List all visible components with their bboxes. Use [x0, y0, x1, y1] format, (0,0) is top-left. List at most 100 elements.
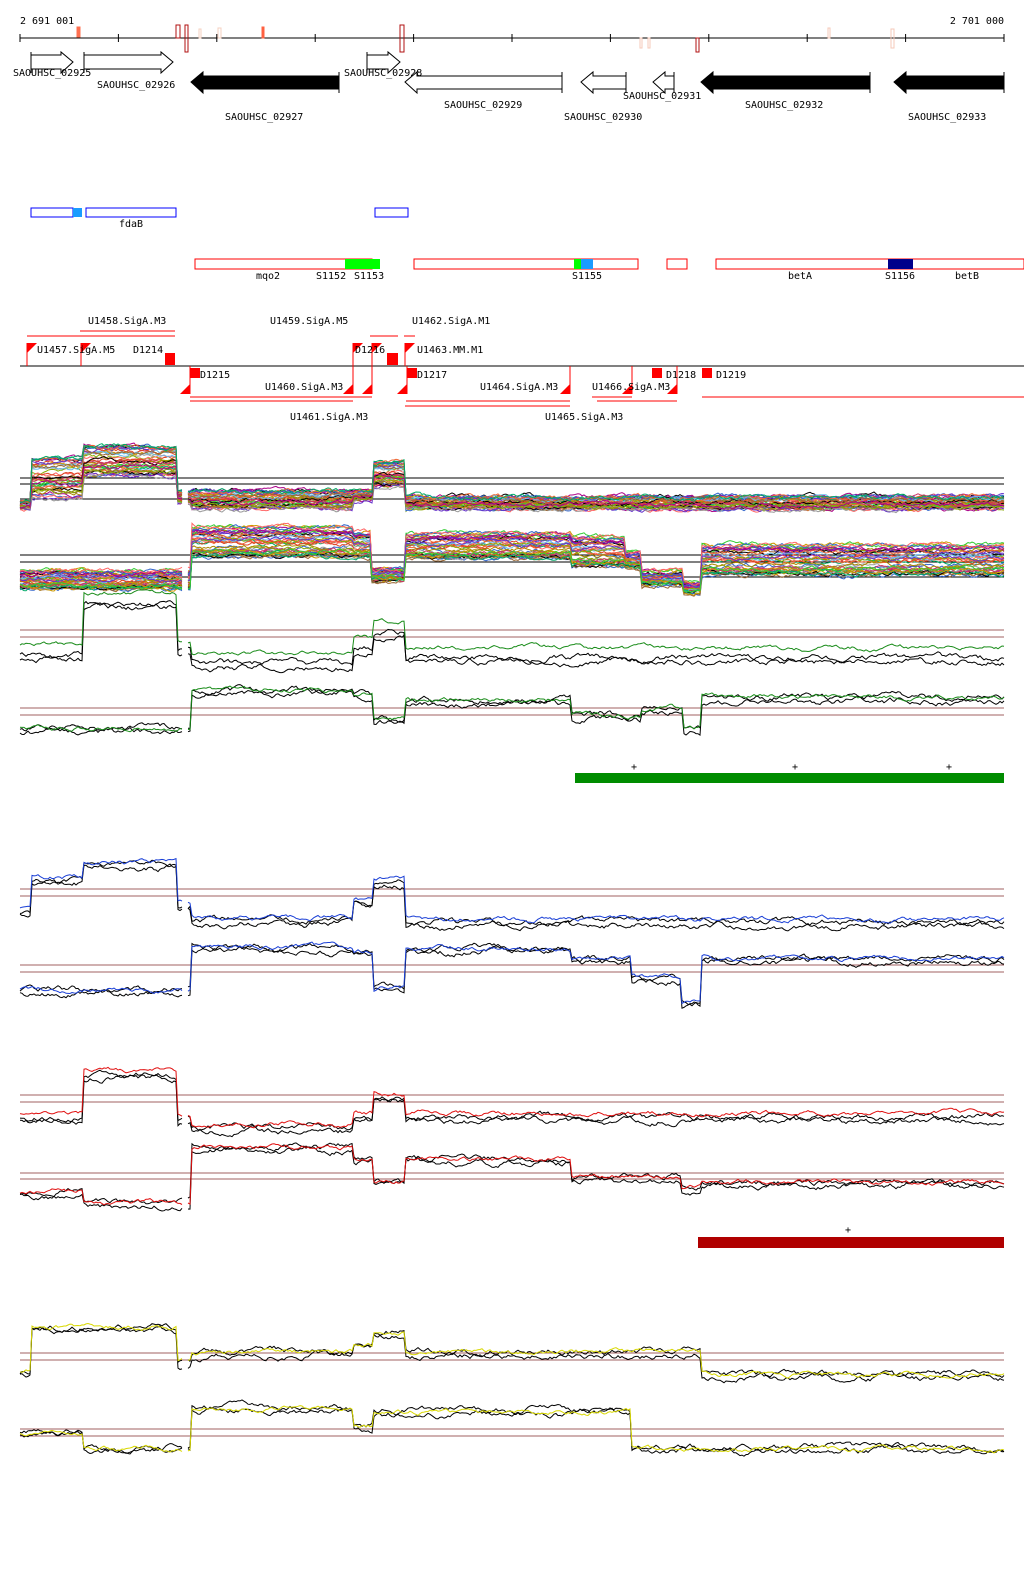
gene-label: SAOUHSC_02927	[225, 112, 303, 123]
tss-label: D1217	[417, 370, 447, 381]
ruler-site-mark[interactable]	[695, 37, 700, 53]
tss-label: U1463.MM.M1	[417, 345, 483, 356]
feature-label: betA	[788, 271, 812, 282]
ruler-site-mark[interactable]	[827, 27, 831, 39]
green-trace-forward	[19, 589, 1005, 656]
tss-block-d1219[interactable]	[702, 368, 712, 378]
blue-trace-reverse	[19, 945, 1005, 1009]
red-segment-bar[interactable]	[698, 1237, 1004, 1248]
tss-block-d1218[interactable]	[652, 368, 662, 378]
ruler-site-mark[interactable]	[261, 26, 265, 39]
ruler-site-mark[interactable]	[76, 26, 81, 38]
tss-label: U1461.SigA.M3	[290, 412, 368, 423]
gene-saouhsc_02925[interactable]: SAOUHSC_02925	[13, 50, 91, 79]
ruler-site-mark[interactable]	[217, 27, 222, 39]
gene-saouhsc_02932[interactable]: SAOUHSC_02932	[700, 70, 871, 111]
ruler-site-mark[interactable]	[175, 24, 181, 39]
reverse-feature-track: mqo2 S1152 S1153 S1155 betA S1156 betB	[194, 258, 1024, 282]
tss-block-d1216[interactable]	[387, 353, 398, 365]
tss-label: U1466.SigA.M3	[592, 382, 670, 393]
tss-forward-flag[interactable]	[81, 343, 91, 353]
segment-mark: +	[631, 762, 637, 773]
tss-label: D1218	[666, 370, 696, 381]
red-segment-track: +	[698, 1225, 1004, 1248]
blue-trace-forward	[19, 859, 1005, 927]
blue-trace-reverse	[19, 941, 1005, 1005]
ruler-site-mark[interactable]	[399, 24, 405, 53]
tss-label: U1462.SigA.M1	[412, 316, 490, 327]
ruler-site-mark[interactable]	[198, 28, 202, 39]
tss-reverse-flag[interactable]	[667, 384, 677, 394]
ruler-end-label: 2 701 000	[950, 16, 1004, 27]
segment-mark: +	[946, 762, 952, 773]
ruler-site-mark[interactable]	[890, 28, 895, 49]
tss-block-d1217[interactable]	[407, 368, 417, 378]
ruler-site-mark[interactable]	[647, 37, 651, 49]
gene-saouhsc_02930[interactable]: SAOUHSC_02930	[564, 70, 642, 123]
tss-forward-flag[interactable]	[353, 343, 363, 353]
tss-reverse-flag[interactable]	[362, 384, 372, 394]
green-trace-forward	[19, 600, 1005, 666]
tss-label: U1457.SigA.M5	[37, 345, 115, 356]
tss-block-d1214[interactable]	[165, 353, 175, 365]
gene-arrow[interactable]	[404, 70, 563, 95]
feature-marker-s1155[interactable]	[581, 259, 593, 269]
feature-marker-s1152[interactable]	[345, 259, 380, 269]
green-trace-forward	[19, 602, 1005, 674]
gene-saouhsc_02928[interactable]: SAOUHSC_02928	[344, 50, 422, 79]
tss-block-d1215[interactable]	[190, 368, 200, 378]
ruler-start-label: 2 691 001	[20, 16, 74, 27]
gene-saouhsc_02931[interactable]: SAOUHSC_02931	[623, 70, 701, 102]
gene-saouhsc_02929[interactable]: SAOUHSC_02929	[404, 70, 563, 111]
gene-saouhsc_02927[interactable]: SAOUHSC_02927	[190, 70, 340, 123]
tss-label: U1458.SigA.M3	[88, 316, 166, 327]
feature-box[interactable]	[374, 207, 409, 218]
ruler-site-mark[interactable]	[639, 37, 643, 49]
gene-arrow[interactable]	[580, 70, 627, 95]
feature-box[interactable]	[30, 207, 74, 218]
gene-arrow[interactable]	[83, 50, 174, 75]
tss-forward-flag[interactable]	[372, 343, 382, 353]
tss-reverse-flag[interactable]	[180, 384, 190, 394]
feature-label: betB	[955, 271, 979, 282]
blue-trace-forward	[19, 863, 1005, 932]
tss-reverse-flag[interactable]	[560, 384, 570, 394]
feature-label: S1152	[316, 271, 346, 282]
tss-reverse-flag[interactable]	[622, 384, 632, 394]
gene-arrow[interactable]	[700, 70, 871, 95]
tss-label: U1465.SigA.M3	[545, 412, 623, 423]
gene-label: SAOUHSC_02929	[444, 100, 522, 111]
feature-marker[interactable]	[574, 259, 581, 269]
ruler-site-mark[interactable]	[184, 24, 189, 53]
gene-arrow[interactable]	[652, 70, 675, 95]
feature-marker[interactable]	[73, 208, 82, 217]
coordinate-ruler: 2 691 001 2 701 000	[19, 16, 1005, 53]
gene-arrow[interactable]	[893, 70, 1005, 95]
gene-arrow[interactable]	[30, 50, 74, 75]
gene-saouhsc_02926[interactable]: SAOUHSC_02926	[83, 50, 175, 91]
tss-label: U1464.SigA.M3	[480, 382, 558, 393]
red-trace-forward	[19, 1073, 1005, 1138]
gene-saouhsc_02933[interactable]: SAOUHSC_02933	[893, 70, 1005, 123]
feature-box-fdab[interactable]	[85, 207, 177, 218]
tss-reverse-flag[interactable]	[343, 384, 353, 394]
green-segment-bar[interactable]	[575, 773, 1004, 783]
feature-box[interactable]	[413, 258, 639, 270]
feature-marker-s1156[interactable]	[888, 259, 913, 269]
tss-forward-flag[interactable]	[405, 343, 415, 353]
gene-label: SAOUHSC_02928	[344, 68, 422, 79]
tss-label: U1459.SigA.M5	[270, 316, 348, 327]
tss-reverse-flag[interactable]	[397, 384, 407, 394]
tss-label: D1219	[716, 370, 746, 381]
gene-arrow[interactable]	[366, 50, 401, 75]
tss-label: U1460.SigA.M3	[265, 382, 343, 393]
feature-label: S1153	[354, 271, 384, 282]
yellow-trace-reverse	[19, 1407, 1005, 1457]
tss-forward-flag[interactable]	[27, 343, 37, 353]
gene-arrow[interactable]	[190, 70, 340, 95]
red-trace-forward	[19, 1066, 1005, 1129]
feature-box-beta[interactable]	[715, 258, 1024, 270]
feature-box[interactable]	[666, 258, 688, 270]
